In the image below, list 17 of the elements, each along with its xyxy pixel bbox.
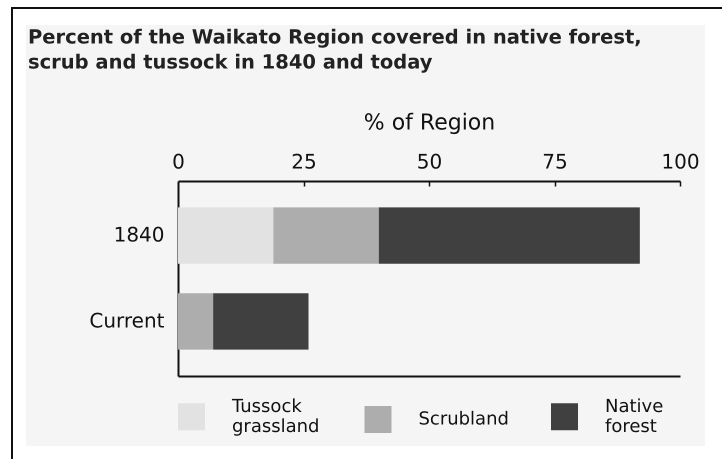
x-tick-label: 0	[172, 150, 185, 174]
bar	[273, 207, 379, 264]
bar	[178, 207, 274, 264]
legend-label: Tussock grassland	[231, 396, 320, 437]
y-tick-label: 1840	[114, 222, 164, 247]
bar	[213, 293, 309, 350]
chart-title: Percent of the Waikato Region covered in native forest, scrub and tussock in 1840 and today	[28, 26, 642, 74]
bar	[378, 207, 640, 264]
legend-label: Native forest	[605, 396, 664, 437]
x-tick-label: 25	[291, 150, 317, 174]
x-axis-title: % of Region	[364, 110, 496, 136]
bar	[178, 293, 214, 350]
x-tick-label: 50	[416, 150, 442, 174]
x-tick-label: 100	[661, 150, 700, 174]
legend-label: Scrubland	[418, 408, 509, 430]
y-tick-label: Current	[89, 308, 165, 332]
x-tick-label: 75	[542, 150, 568, 174]
